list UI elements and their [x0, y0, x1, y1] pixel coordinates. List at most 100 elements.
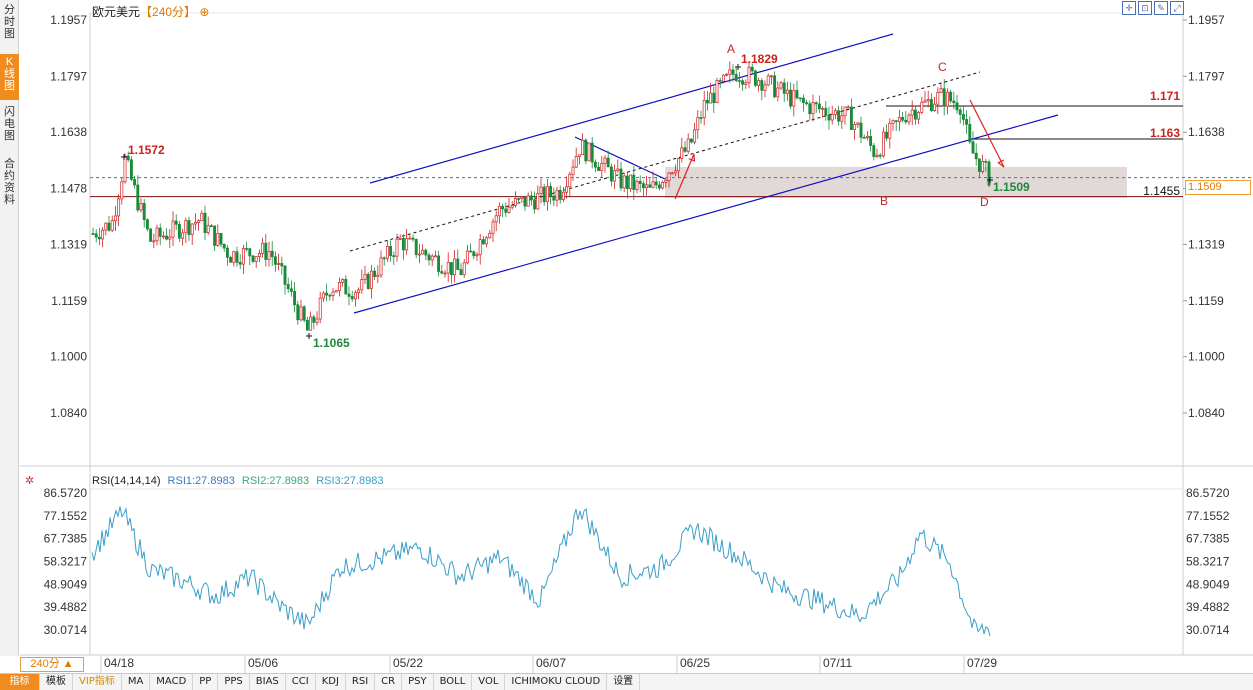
indicator-tab[interactable]: PPS	[218, 674, 250, 690]
indicator-tab[interactable]: PSY	[402, 674, 434, 690]
rsi-name: RSI(14,14,14)	[92, 475, 161, 487]
candle-body	[798, 97, 802, 100]
indicator-tab[interactable]: MA	[122, 674, 151, 690]
rsi-axis-label-right: 77.1552	[1186, 509, 1230, 523]
rsi-header: RSI(14,14,14) RSI1:27.8983 RSI2:27.8983 …	[92, 475, 384, 487]
indicator-tab[interactable]: 设置	[607, 674, 641, 690]
draw-icon[interactable]: ✎	[1154, 1, 1168, 15]
candle-body	[261, 242, 265, 254]
candle-body	[225, 247, 229, 258]
indicator-tab[interactable]: 模板	[40, 674, 73, 690]
chart-canvas[interactable]: 1.1957 1.1957 1.1797 1.1797 1.1638 1.1638 1.14…	[0, 0, 1253, 673]
candle-body	[123, 155, 127, 183]
candle-body	[101, 229, 105, 240]
candle-body	[661, 182, 665, 189]
candle-body	[395, 238, 399, 257]
magnet-icon[interactable]: ⊡	[1138, 1, 1152, 15]
candle-body	[984, 161, 988, 163]
candle-body	[373, 270, 377, 277]
indicator-tab[interactable]: PP	[193, 674, 219, 690]
rsi3-value: RSI3:27.8983	[316, 475, 384, 487]
price-axis-label-left: 1.1478	[50, 182, 87, 196]
candle-body	[293, 291, 297, 306]
candle-body	[325, 292, 329, 296]
gear-icon[interactable]: ✲	[25, 475, 35, 487]
candle-body	[488, 232, 492, 239]
indicator-tab[interactable]: CR	[375, 674, 403, 690]
candle-body	[811, 102, 815, 115]
candle-body	[465, 250, 469, 264]
candle-body	[763, 84, 767, 91]
candle-body	[862, 137, 866, 139]
rsi-axis-label-left: 77.1552	[44, 509, 88, 523]
candle-body	[728, 69, 732, 75]
candle-body	[248, 248, 252, 257]
candle-body	[366, 273, 370, 289]
indicator-toolbar: 指标 模板 VIP指标 MA MACD PP PPS BIAS CCI KDJ RSI CR PSY BO…	[0, 673, 1253, 690]
indicator-tab[interactable]: MACD	[150, 674, 194, 690]
fullscreen-icon[interactable]: ⤢	[1170, 1, 1184, 15]
crosshair-icon[interactable]: ✛	[1122, 1, 1136, 15]
indicator-tab[interactable]: BIAS	[250, 674, 286, 690]
candle-body	[952, 100, 956, 104]
candle-body	[382, 257, 386, 260]
tab-kline[interactable]: K线图	[0, 54, 19, 100]
candle-body	[590, 142, 594, 163]
rsi-axis-label-right: 86.5720	[1186, 486, 1230, 500]
candle-body	[184, 220, 188, 234]
indicator-tab[interactable]: KDJ	[316, 674, 346, 690]
candle-body	[257, 253, 261, 257]
candle-body	[478, 239, 482, 256]
indicator-tab[interactable]: VOL	[472, 674, 506, 690]
indicator-tab[interactable]: 指标	[0, 674, 40, 690]
candle-body	[942, 88, 946, 107]
candle-body	[219, 233, 223, 245]
price-axis-label-left: 1.1000	[50, 350, 87, 364]
candle-body	[181, 232, 185, 239]
candle-body	[641, 183, 645, 189]
indicator-tab[interactable]: RSI	[346, 674, 376, 690]
candle-body	[574, 156, 578, 168]
indicator-tab[interactable]: VIP指标	[73, 674, 122, 690]
candle-body	[965, 119, 969, 125]
candle-body	[680, 147, 684, 159]
candle-body	[229, 256, 233, 263]
candle-body	[741, 80, 745, 85]
price-axis-label-right: 1.1797	[1188, 69, 1225, 83]
tab-timeshare[interactable]: 分时图	[4, 4, 15, 40]
candle-body	[904, 119, 908, 123]
rsi-axis-label-right: 58.3217	[1186, 555, 1230, 569]
plus-circle-icon[interactable]: ⊕	[199, 5, 210, 19]
tab-flash-chart[interactable]: 闪电图	[4, 106, 15, 142]
indicator-tab[interactable]: BOLL	[434, 674, 473, 690]
candle-body	[881, 131, 885, 157]
candle-body	[814, 102, 818, 105]
candle-body	[273, 256, 277, 265]
period-selector[interactable]: 240分 ▲	[20, 657, 84, 672]
candle-body	[587, 142, 591, 162]
candle-body	[552, 195, 556, 201]
candle-body	[545, 186, 549, 203]
candle-body	[251, 255, 255, 262]
candle-body	[286, 284, 290, 290]
candle-body	[923, 100, 927, 103]
tab-contract-info[interactable]: 合约资料	[4, 158, 15, 206]
indicator-tab[interactable]: ICHIMOKU CLOUD	[505, 674, 608, 690]
candle-body	[405, 238, 409, 251]
candle-body	[683, 147, 687, 152]
candle-body	[920, 101, 924, 113]
rsi2-value: RSI2:27.8983	[241, 475, 310, 487]
candle-body	[725, 73, 729, 76]
candle-body	[190, 223, 194, 235]
candle-body	[846, 106, 850, 109]
candle-body	[456, 258, 460, 270]
indicator-tab[interactable]: CCI	[286, 674, 316, 690]
candle-body	[571, 166, 575, 175]
candle-body	[312, 316, 316, 323]
date-label: 05/06	[248, 656, 278, 670]
candle-body	[389, 246, 393, 256]
candle-body	[584, 139, 588, 162]
rsi-line	[91, 506, 991, 637]
candle-body	[497, 205, 501, 217]
candle-body	[334, 290, 338, 293]
